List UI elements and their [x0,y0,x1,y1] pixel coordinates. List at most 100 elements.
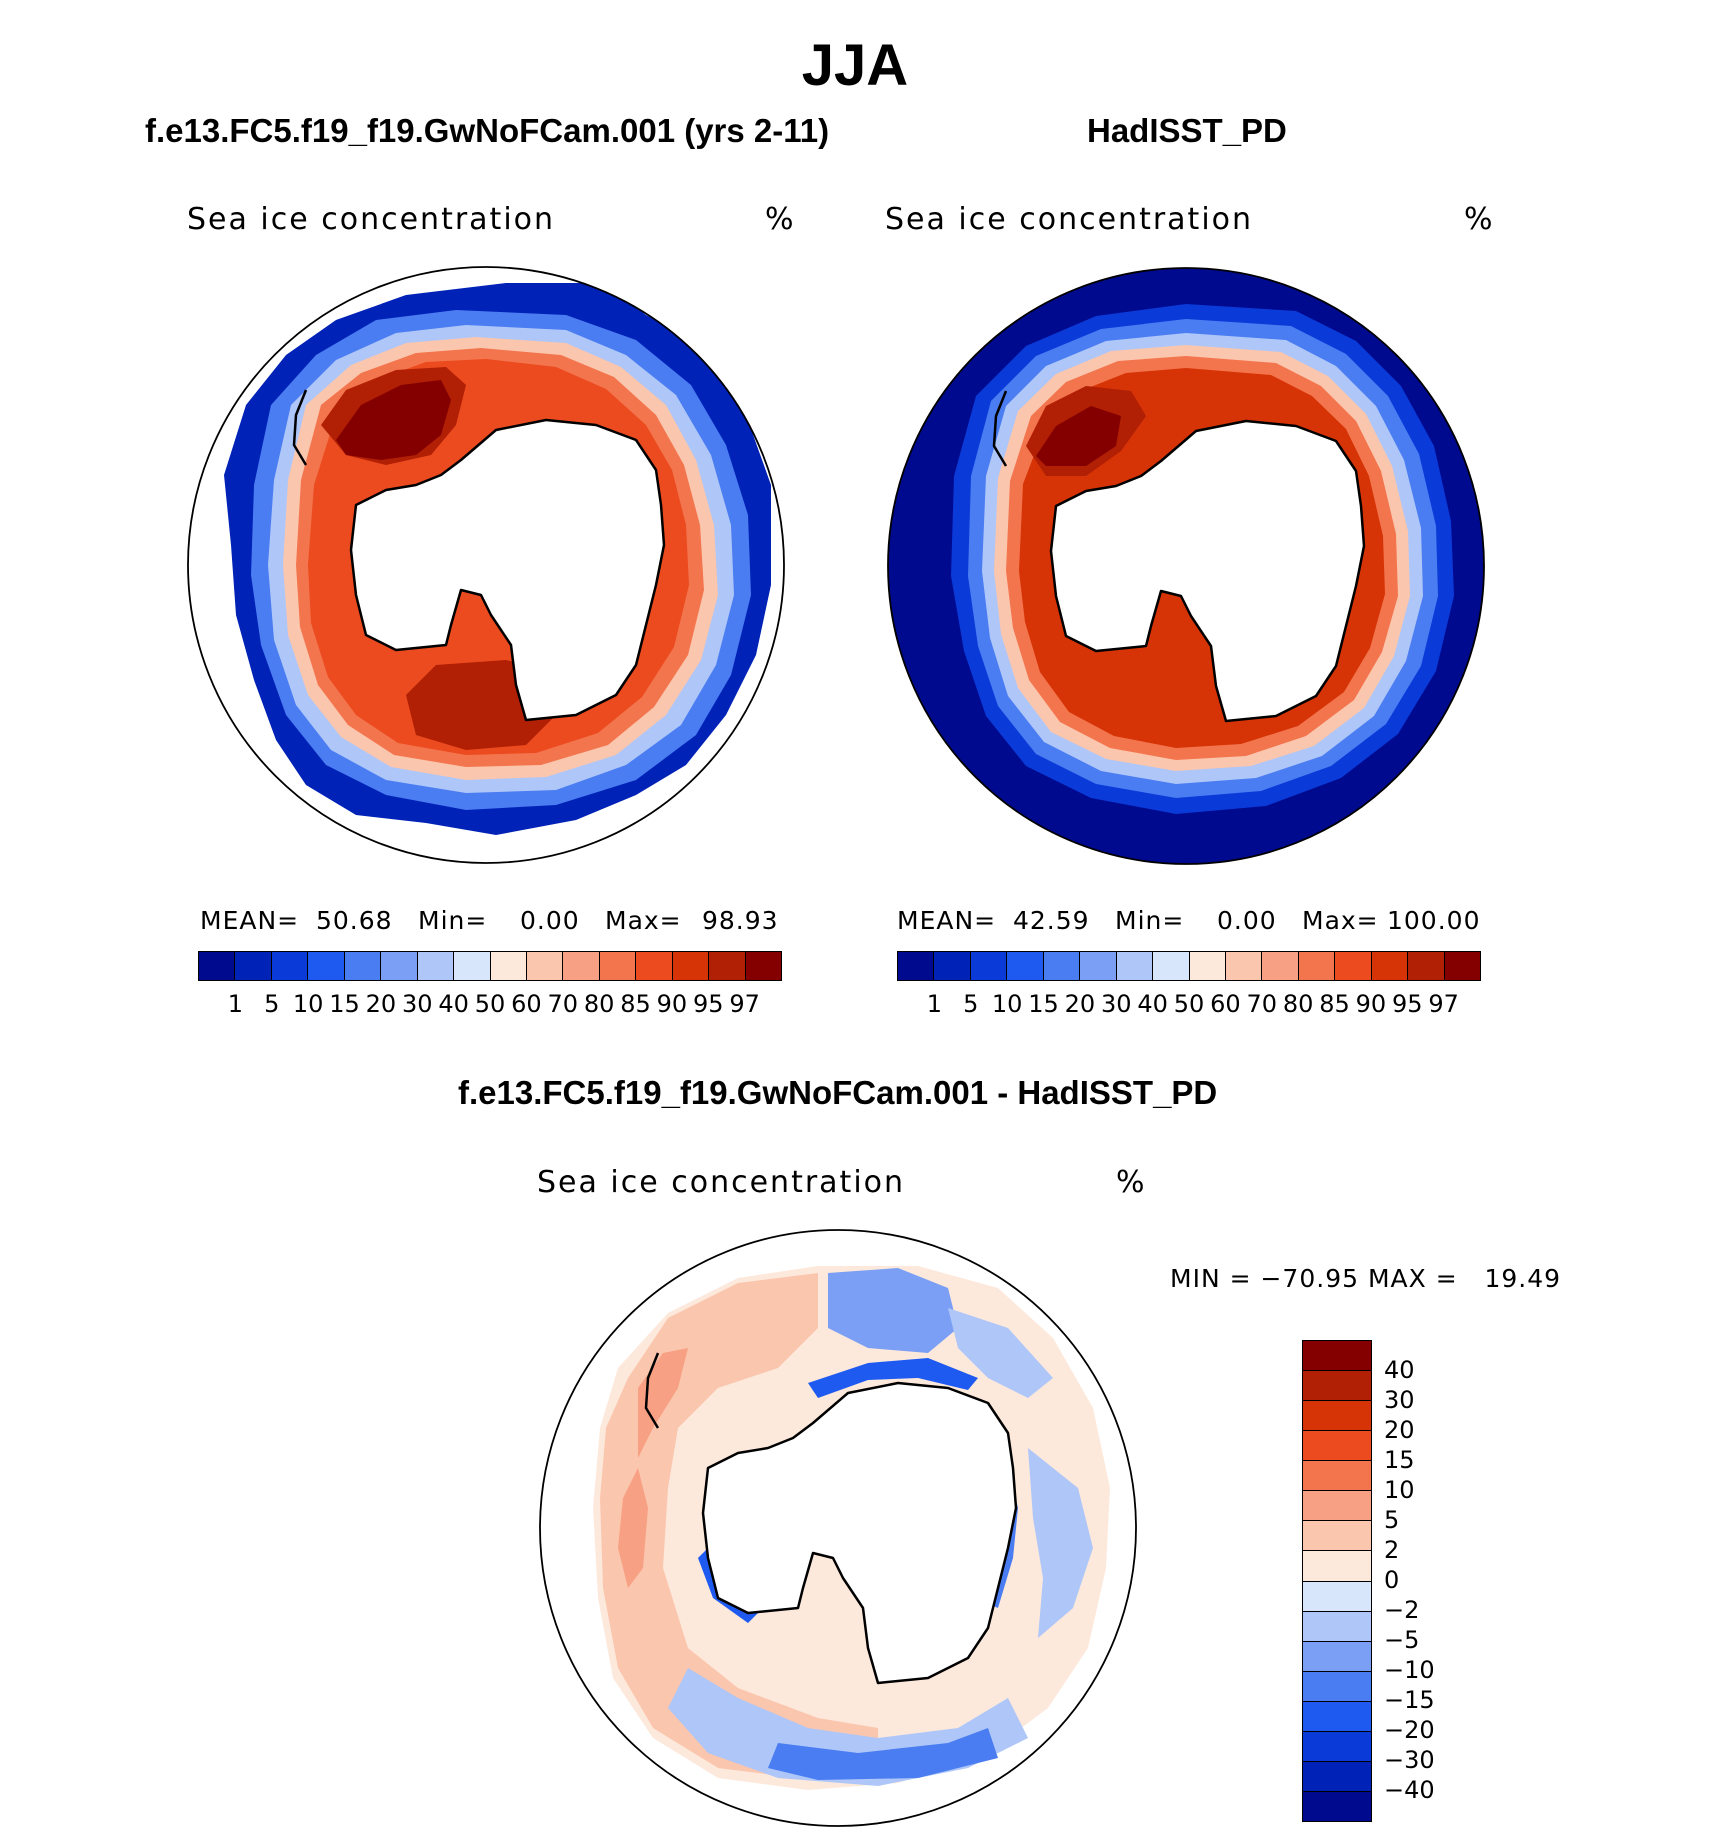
model-colorbar-swatch [344,952,382,980]
model-colorbar-swatch [563,952,600,980]
model-field-label: Sea ice concentration [187,202,556,237]
diff-min-max: MIN = −70.95 MAX = 19.49 [1170,1264,1562,1293]
difference-colorbar-swatch [1303,1731,1371,1762]
difference-colorbar-tick-label: 5 [1384,1506,1400,1534]
model-colorbar-tick-label: 30 [401,990,433,1018]
obs-colorbar-swatch [1298,952,1336,980]
obs-colorbar-tick-label: 85 [1319,990,1350,1018]
model-stats-max-label: Max= [605,906,682,935]
model-colorbar-swatch [454,952,491,980]
obs-colorbar-tick-label: 1 [926,990,943,1018]
model-colorbar-tick-label: 50 [474,990,506,1018]
obs-colorbar-swatch [1335,952,1372,980]
obs-colorbar-swatch [1262,952,1299,980]
difference-colorbar-swatch [1303,1371,1371,1402]
difference-sea-ice-map [539,1229,1137,1827]
difference-colorbar-tick-label: 20 [1384,1416,1415,1444]
obs-stats-mean-label: MEAN= [897,906,997,935]
difference-colorbar-swatch [1303,1521,1371,1552]
difference-colorbar [1302,1340,1372,1822]
difference-colorbar-swatch [1303,1611,1371,1642]
obs-colorbar-swatch [1080,952,1117,980]
obs-colorbar-swatch [1371,952,1409,980]
model-case-title: f.e13.FC5.f19_f19.GwNoFCam.001 (yrs 2-11… [145,112,830,149]
model-sea-ice-map [187,266,785,864]
obs-stats-mean: 42.59 [1013,906,1090,935]
obs-sea-ice-map [887,267,1485,865]
model-colorbar [198,951,782,981]
model-stats-min-label: Min= [418,906,488,935]
difference-colorbar-tick-label: −40 [1384,1776,1435,1804]
diff-case-title: f.e13.FC5.f19_f19.GwNoFCam.001 - HadISST… [458,1074,1218,1111]
obs-colorbar-tick-label: 97 [1428,990,1459,1018]
model-colorbar-swatch [235,952,272,980]
difference-colorbar-ticks: 40 30 20 15 10 5 2 0 −2 −5 −10 −15 −20 −30 −40 [1384,1340,1474,1824]
difference-colorbar-tick-label: 10 [1384,1476,1415,1504]
difference-colorbar-tick-label: −30 [1384,1746,1435,1774]
difference-colorbar-tick-label: −20 [1384,1716,1435,1744]
difference-colorbar-tick-label: 2 [1384,1536,1400,1564]
obs-colorbar-tick-label: 95 [1391,990,1423,1018]
model-colorbar-swatch [199,952,236,980]
obs-colorbar-tick-label: 90 [1355,990,1387,1018]
model-colorbar-tick-label: 85 [620,990,651,1018]
model-stats-mean: 50.68 [316,906,393,935]
obs-colorbar-swatch [934,952,971,980]
model-colorbar-swatch [709,952,746,980]
obs-colorbar-swatch [1007,952,1044,980]
difference-colorbar-tick-label: 0 [1384,1566,1400,1594]
difference-colorbar-tick-label: 15 [1384,1446,1415,1474]
obs-colorbar [897,951,1481,981]
difference-colorbar-swatch [1303,1791,1371,1821]
obs-colorbar-swatch [1408,952,1445,980]
difference-colorbar-swatch [1303,1461,1371,1492]
difference-colorbar-swatch [1303,1341,1371,1372]
model-colorbar-tick-label: 5 [264,990,280,1018]
model-colorbar-swatch [599,952,637,980]
model-colorbar-swatch [672,952,710,980]
obs-colorbar-tick-label: 5 [963,990,979,1018]
model-colorbar-tick-label: 95 [692,990,724,1018]
difference-colorbar-swatch [1303,1491,1371,1522]
obs-colorbar-swatch [1153,952,1190,980]
obs-colorbar-tick-label: 70 [1246,990,1278,1018]
obs-colorbar-tick-label: 40 [1137,990,1168,1018]
obs-units: % [1464,202,1495,237]
difference-colorbar-swatch [1303,1641,1371,1672]
model-colorbar-ticks: 1 5 10 15 20 30 40 50 60 70 80 85 90 95 97 [198,990,783,1020]
obs-field-label: Sea ice concentration [885,202,1254,237]
obs-colorbar-swatch [1116,952,1154,980]
obs-colorbar-tick-label: 15 [1028,990,1059,1018]
difference-colorbar-swatch [1303,1551,1371,1582]
obs-colorbar-swatch [1189,952,1226,980]
obs-colorbar-tick-label: 10 [991,990,1023,1018]
obs-stats-min-label: Min= [1115,906,1185,935]
model-colorbar-swatch [417,952,455,980]
model-stats-max: 98.93 [702,906,779,935]
obs-colorbar-swatch [898,952,935,980]
difference-colorbar-tick-label: 30 [1384,1386,1415,1414]
diff-field-label: Sea ice concentration [537,1165,906,1200]
model-colorbar-tick-label: 15 [329,990,360,1018]
difference-colorbar-tick-label: −5 [1384,1626,1420,1654]
model-colorbar-tick-label: 70 [547,990,579,1018]
model-colorbar-tick-label: 90 [656,990,688,1018]
obs-stats-max-label: Max= [1302,906,1379,935]
model-colorbar-tick-label: 20 [365,990,397,1018]
obs-colorbar-swatch [1225,952,1263,980]
difference-colorbar-swatch [1303,1761,1371,1792]
difference-colorbar-swatch [1303,1671,1371,1702]
model-colorbar-swatch [526,952,564,980]
obs-colorbar-ticks: 1 5 10 15 20 30 40 50 60 70 80 85 90 95 97 [897,990,1482,1020]
obs-case-title: HadISST_PD [1087,112,1287,149]
obs-colorbar-tick-label: 20 [1064,990,1096,1018]
model-colorbar-tick-label: 10 [292,990,324,1018]
difference-colorbar-swatch [1303,1701,1371,1732]
difference-colorbar-swatch [1303,1581,1371,1612]
model-colorbar-swatch [636,952,673,980]
difference-colorbar-tick-label: −10 [1384,1656,1435,1684]
difference-colorbar-tick-label: −15 [1384,1686,1435,1714]
obs-colorbar-tick-label: 60 [1210,990,1241,1018]
model-colorbar-tick-label: 80 [583,990,615,1018]
difference-colorbar-tick-label: 40 [1384,1356,1415,1384]
